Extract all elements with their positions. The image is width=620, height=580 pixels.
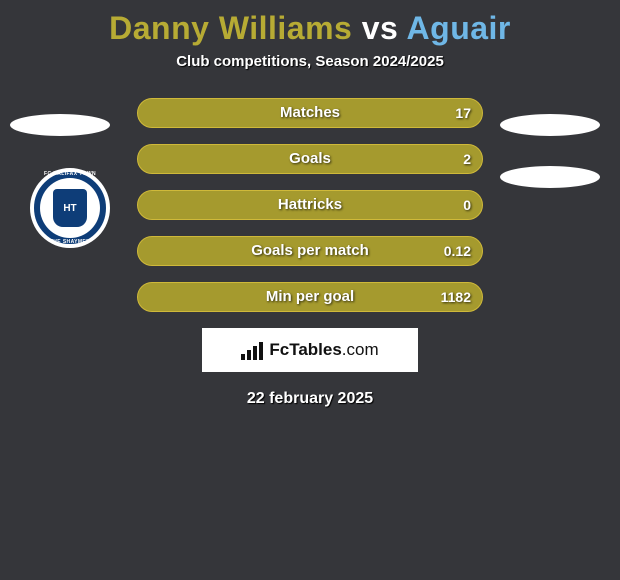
bar-row: Min per goal1182 bbox=[137, 282, 483, 312]
comparison-stage: FC HALIFAX TOWN HT THE SHAYMEN Matches17… bbox=[0, 98, 620, 408]
badge-inner: HT bbox=[40, 178, 100, 238]
badge-initials: HT bbox=[63, 203, 76, 214]
bar-row: Matches17 bbox=[137, 98, 483, 128]
bar-label: Goals per match bbox=[137, 236, 483, 266]
badge-shield: HT bbox=[53, 189, 87, 227]
bar-label: Hattricks bbox=[137, 190, 483, 220]
title-vs: vs bbox=[362, 10, 399, 46]
badge-top-text: FC HALIFAX TOWN bbox=[34, 171, 106, 177]
bar-label: Matches bbox=[137, 98, 483, 128]
bar-row: Goals2 bbox=[137, 144, 483, 174]
brand-text: FcTables.com bbox=[269, 340, 378, 360]
bar-label: Min per goal bbox=[137, 282, 483, 312]
decor-ellipse-right-2 bbox=[500, 166, 600, 188]
brand-name: FcTables bbox=[269, 340, 341, 359]
brand-box: FcTables.com bbox=[202, 328, 418, 372]
club-badge-halifax: FC HALIFAX TOWN HT THE SHAYMEN bbox=[30, 168, 110, 248]
bar-label: Goals bbox=[137, 144, 483, 174]
decor-ellipse-right-1 bbox=[500, 114, 600, 136]
subtitle: Club competitions, Season 2024/2025 bbox=[0, 53, 620, 70]
title-player2: Aguair bbox=[407, 10, 511, 46]
bar-row: Hattricks0 bbox=[137, 190, 483, 220]
badge-bottom-text: THE SHAYMEN bbox=[34, 239, 106, 245]
comparison-bars: Matches17 Goals2 Hattricks0 Goals per match… bbox=[137, 98, 483, 312]
bar-right-value: 1182 bbox=[441, 282, 471, 312]
bar-right-value: 0 bbox=[463, 190, 471, 220]
bar-right-value: 17 bbox=[455, 98, 471, 128]
decor-ellipse-left bbox=[10, 114, 110, 136]
page-title: Danny Williams vs Aguair bbox=[0, 0, 620, 47]
title-player1: Danny Williams bbox=[109, 10, 352, 46]
bar-row: Goals per match0.12 bbox=[137, 236, 483, 266]
brand-bars-icon bbox=[241, 340, 263, 360]
brand-tld: .com bbox=[342, 340, 379, 359]
bar-right-value: 0.12 bbox=[444, 236, 471, 266]
bar-right-value: 2 bbox=[463, 144, 471, 174]
date-line: 22 february 2025 bbox=[0, 390, 620, 408]
